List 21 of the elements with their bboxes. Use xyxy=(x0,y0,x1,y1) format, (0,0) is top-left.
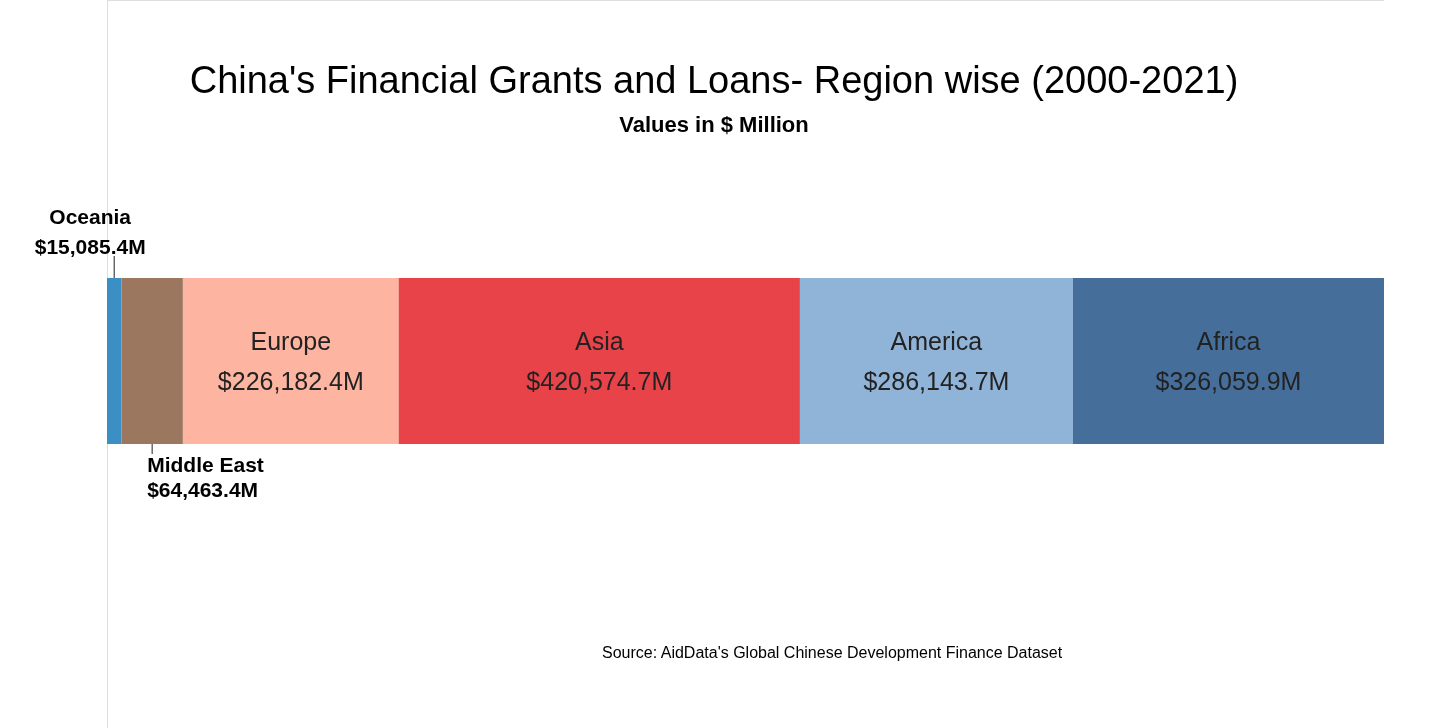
series-label: Europe xyxy=(250,327,332,355)
bar xyxy=(398,278,800,444)
series-label: Middle East xyxy=(147,453,264,476)
data-label: $226,182.4M xyxy=(217,367,364,395)
series-label: America xyxy=(890,327,983,355)
bar xyxy=(799,278,1073,444)
data-label: $15,085.4M xyxy=(34,235,146,258)
bar xyxy=(121,278,183,444)
bar xyxy=(1072,278,1384,444)
text: Oceania xyxy=(49,205,132,228)
series-label: Asia xyxy=(574,327,624,355)
bar xyxy=(182,278,399,444)
chart-title: China's Financial Grants and Loans- Region wise (2000-2021) xyxy=(189,59,1239,101)
data-label: $326,059.9M xyxy=(1155,367,1302,395)
chart-subtitle: Values in $ Million xyxy=(619,112,809,137)
source-note: Source: AidData's Global Chinese Development Finance Dataset xyxy=(602,644,1063,661)
bar xyxy=(107,278,122,444)
data-label: $286,143.7M xyxy=(863,367,1010,395)
series-label: Africa xyxy=(1196,327,1261,355)
data-label: $420,574.7M xyxy=(526,367,673,395)
data-label: $64,463.4M xyxy=(147,478,259,501)
